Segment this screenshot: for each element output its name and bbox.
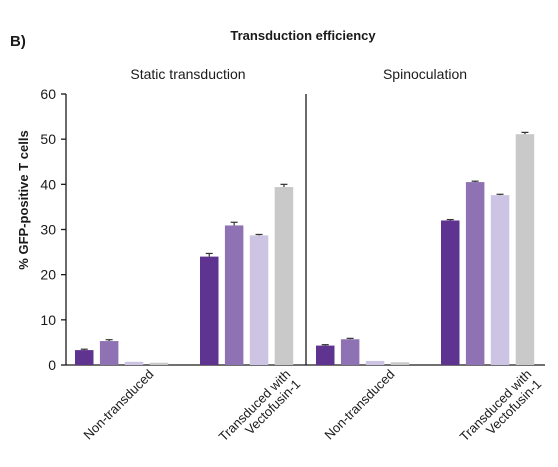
bar [316, 345, 335, 365]
panel-title: Spinoculation [383, 66, 467, 82]
bar [465, 182, 485, 365]
bar [340, 339, 360, 365]
bar [490, 195, 510, 365]
category-label: Non-transduced [80, 367, 156, 443]
panel-label: B) [10, 33, 26, 50]
y-axis-label: % GFP-positive T cells [16, 130, 31, 269]
bar [274, 187, 294, 365]
bar [390, 362, 410, 365]
bar [249, 235, 269, 365]
category-label-line: Non-transduced [321, 367, 397, 443]
y-tick-label: 0 [48, 357, 56, 373]
category-label: Non-transduced [321, 367, 397, 443]
bar [515, 134, 535, 365]
chart-title: Transduction efficiency [230, 28, 376, 43]
panel-title: Static transduction [130, 66, 245, 82]
bar [75, 350, 94, 365]
bar [224, 225, 244, 365]
bar [124, 361, 144, 365]
y-tick-label: 40 [40, 176, 56, 192]
y-tick-label: 30 [40, 222, 56, 238]
y-tick-label: 60 [40, 86, 56, 102]
bar [365, 360, 385, 365]
bar [441, 220, 460, 365]
y-tick-label: 50 [40, 131, 56, 147]
category-label: Transduced withVectofusin-1 [216, 367, 304, 455]
y-tick-label: 10 [40, 312, 56, 328]
chart-marks: 0 10 20 30 40 50 60 Static transduction Non-tran… [40, 66, 545, 455]
category-label: Transduced withVectofusin-1 [457, 367, 545, 455]
bar [99, 341, 119, 365]
y-tick-label: 20 [40, 267, 56, 283]
bar [200, 256, 219, 365]
category-label-line: Non-transduced [80, 367, 156, 443]
bar [149, 362, 169, 365]
